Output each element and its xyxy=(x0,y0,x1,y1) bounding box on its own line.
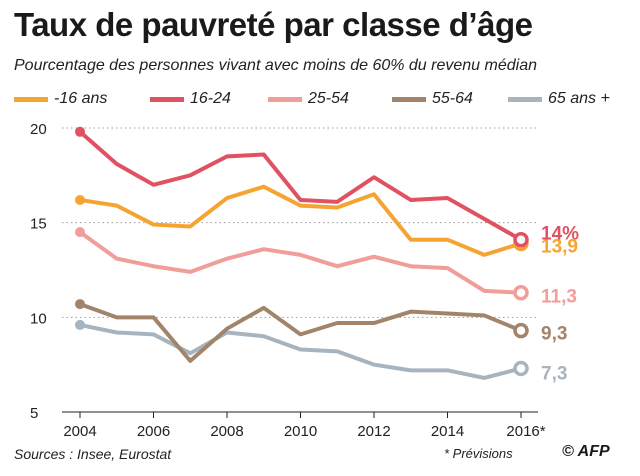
end-point xyxy=(513,231,529,248)
start-point xyxy=(75,227,85,238)
legend-swatch xyxy=(268,96,302,102)
series-line xyxy=(78,322,523,380)
end-value-label: 9,3 xyxy=(541,324,567,345)
x-tick-label: 2006 xyxy=(137,423,170,440)
series-lines xyxy=(75,126,529,380)
chart-subtitle: Pourcentage des personnes vivant avec mo… xyxy=(14,57,537,74)
legend-swatch xyxy=(150,96,184,102)
start-point xyxy=(75,126,85,137)
end-value-label: 14% xyxy=(541,224,579,245)
source-note: Sources : Insee, Eurostat xyxy=(14,446,172,462)
end-point xyxy=(513,284,529,301)
x-tick-label: 2010 xyxy=(284,423,317,440)
start-point xyxy=(75,299,85,310)
legend-label: 25-54 xyxy=(308,90,349,107)
legend-item-moins-16: -16 ans xyxy=(14,86,107,112)
legend-swatch xyxy=(508,96,542,102)
end-value-label: 7,3 xyxy=(541,363,567,384)
legend-item-16-24: 16-24 xyxy=(150,86,231,112)
legend-label: -16 ans xyxy=(54,90,108,107)
legend-item-55-64: 55-64 xyxy=(392,86,473,112)
series-line xyxy=(78,129,523,242)
start-point xyxy=(75,319,85,330)
end-point xyxy=(513,322,529,339)
legend-item-65-plus: 65 ans + xyxy=(508,86,610,112)
y-tick-label: 5 xyxy=(30,405,38,422)
x-tick-label: 2008 xyxy=(210,423,243,440)
legend-label: 16-24 xyxy=(190,90,231,107)
x-tick-label: 2016* xyxy=(506,423,545,440)
series-line xyxy=(78,230,523,295)
end-point xyxy=(513,360,529,377)
grid xyxy=(62,127,538,318)
chart-title: Taux de pauvreté par classe d’âge xyxy=(14,6,533,43)
afp-credit: © AFP xyxy=(562,443,610,460)
start-point xyxy=(75,194,85,205)
series-line xyxy=(78,184,523,257)
legend-swatch xyxy=(14,96,48,102)
chart-legend: -16 ans 16-24 25-54 55-64 65 ans + xyxy=(14,86,634,112)
end-labels: 7,3 9,3 11,3 13,914% xyxy=(541,224,579,385)
y-tick-label: 10 xyxy=(30,310,47,327)
legend-label: 65 ans + xyxy=(548,90,610,107)
series-line xyxy=(78,302,523,363)
x-tick-label: 2012 xyxy=(357,423,390,440)
end-value-label: 11,3 xyxy=(541,287,577,308)
y-tick-label: 20 xyxy=(30,121,47,138)
y-tick-label: 15 xyxy=(30,216,47,233)
x-tick-label: 2004 xyxy=(63,423,96,440)
legend-label: 55-64 xyxy=(432,90,473,107)
end-value-label: 13,9 xyxy=(541,236,578,257)
x-tick-label: 2014 xyxy=(431,423,464,440)
legend-swatch xyxy=(392,96,426,102)
axes: 5 10 15 20 2004 2006 2008 2010 2012 2014 2016* xyxy=(30,121,546,440)
forecast-note: * Prévisions xyxy=(444,446,513,461)
legend-item-25-54: 25-54 xyxy=(268,86,349,112)
